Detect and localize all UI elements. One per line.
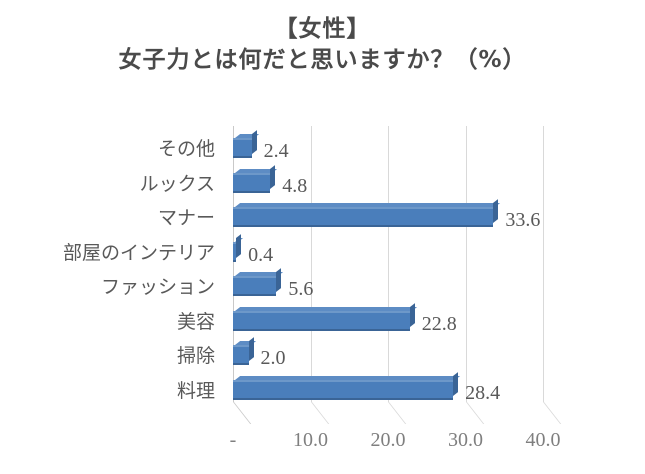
bar[interactable] [233, 233, 244, 262]
category-label: ルックス [139, 172, 215, 195]
gridline-floor [310, 402, 329, 424]
bar-end-cap [493, 199, 499, 223]
gridline [543, 126, 544, 402]
bar[interactable] [233, 302, 417, 331]
category-label: 掃除 [176, 345, 215, 367]
bar[interactable] [233, 130, 259, 158]
gridline [465, 126, 467, 402]
bar-body [233, 345, 249, 365]
bar-end-cap [409, 302, 415, 327]
category-label: その他 [157, 138, 215, 160]
category-label: 部屋のインテリア [62, 241, 215, 264]
x-tick-label: 10.0 [293, 429, 328, 451]
bar[interactable] [233, 268, 284, 296]
bar-value-label: 33.6 [505, 209, 541, 231]
bar-top-face [235, 306, 417, 311]
category-label: 料理 [176, 379, 215, 402]
bar[interactable] [233, 371, 461, 400]
value-axis-line [233, 126, 234, 402]
category-label: ファッション [100, 276, 215, 298]
chart-title-line1: 【女性】 [274, 16, 371, 42]
bar-end-cap [276, 268, 282, 292]
category-label: マナー [157, 207, 215, 229]
gridline-floor [543, 402, 562, 424]
x-tick-label: 40.0 [525, 429, 561, 451]
bar-body [233, 138, 252, 158]
bar-top-face [235, 203, 501, 207]
gridline [388, 126, 389, 402]
bar-value-label: 2.0 [260, 347, 286, 369]
category-label: 美容 [176, 310, 215, 333]
bar-end-cap [251, 130, 257, 154]
gridline [310, 126, 312, 402]
bar-value-label: 2.4 [263, 140, 289, 162]
x-tick-label: 30.0 [448, 429, 483, 451]
bar-value-label: 28.4 [465, 381, 501, 404]
bar-end-cap [453, 371, 459, 396]
bar-value-label: 22.8 [421, 312, 457, 335]
gridline-floor [388, 402, 407, 424]
bar-value-label: 0.4 [248, 243, 274, 266]
bar-end-cap [270, 164, 276, 189]
bar-body [233, 310, 410, 331]
bar[interactable] [233, 337, 256, 365]
bar-end-cap [248, 337, 254, 361]
bar-body [233, 172, 271, 193]
chart-title-line2: 女子力とは何だと思いますか？（%） [118, 47, 527, 73]
bar-body [233, 241, 237, 262]
bar-end-cap [236, 233, 242, 258]
bar-value-label: 5.6 [288, 278, 314, 300]
bar-top-face [235, 375, 461, 380]
bar-body [233, 207, 494, 227]
value-axis-floor [233, 402, 252, 424]
bar-value-label: 4.8 [282, 174, 308, 197]
bar[interactable] [233, 199, 501, 227]
bar-body [233, 379, 454, 400]
bar-body [233, 276, 277, 296]
bar[interactable] [233, 164, 278, 193]
x-tick-label: - [229, 429, 237, 451]
chart-title: 【女性】 女子力とは何だと思いますか？（%） [0, 14, 645, 76]
x-tick-label: 20.0 [370, 429, 406, 451]
gridline-floor [465, 402, 484, 424]
